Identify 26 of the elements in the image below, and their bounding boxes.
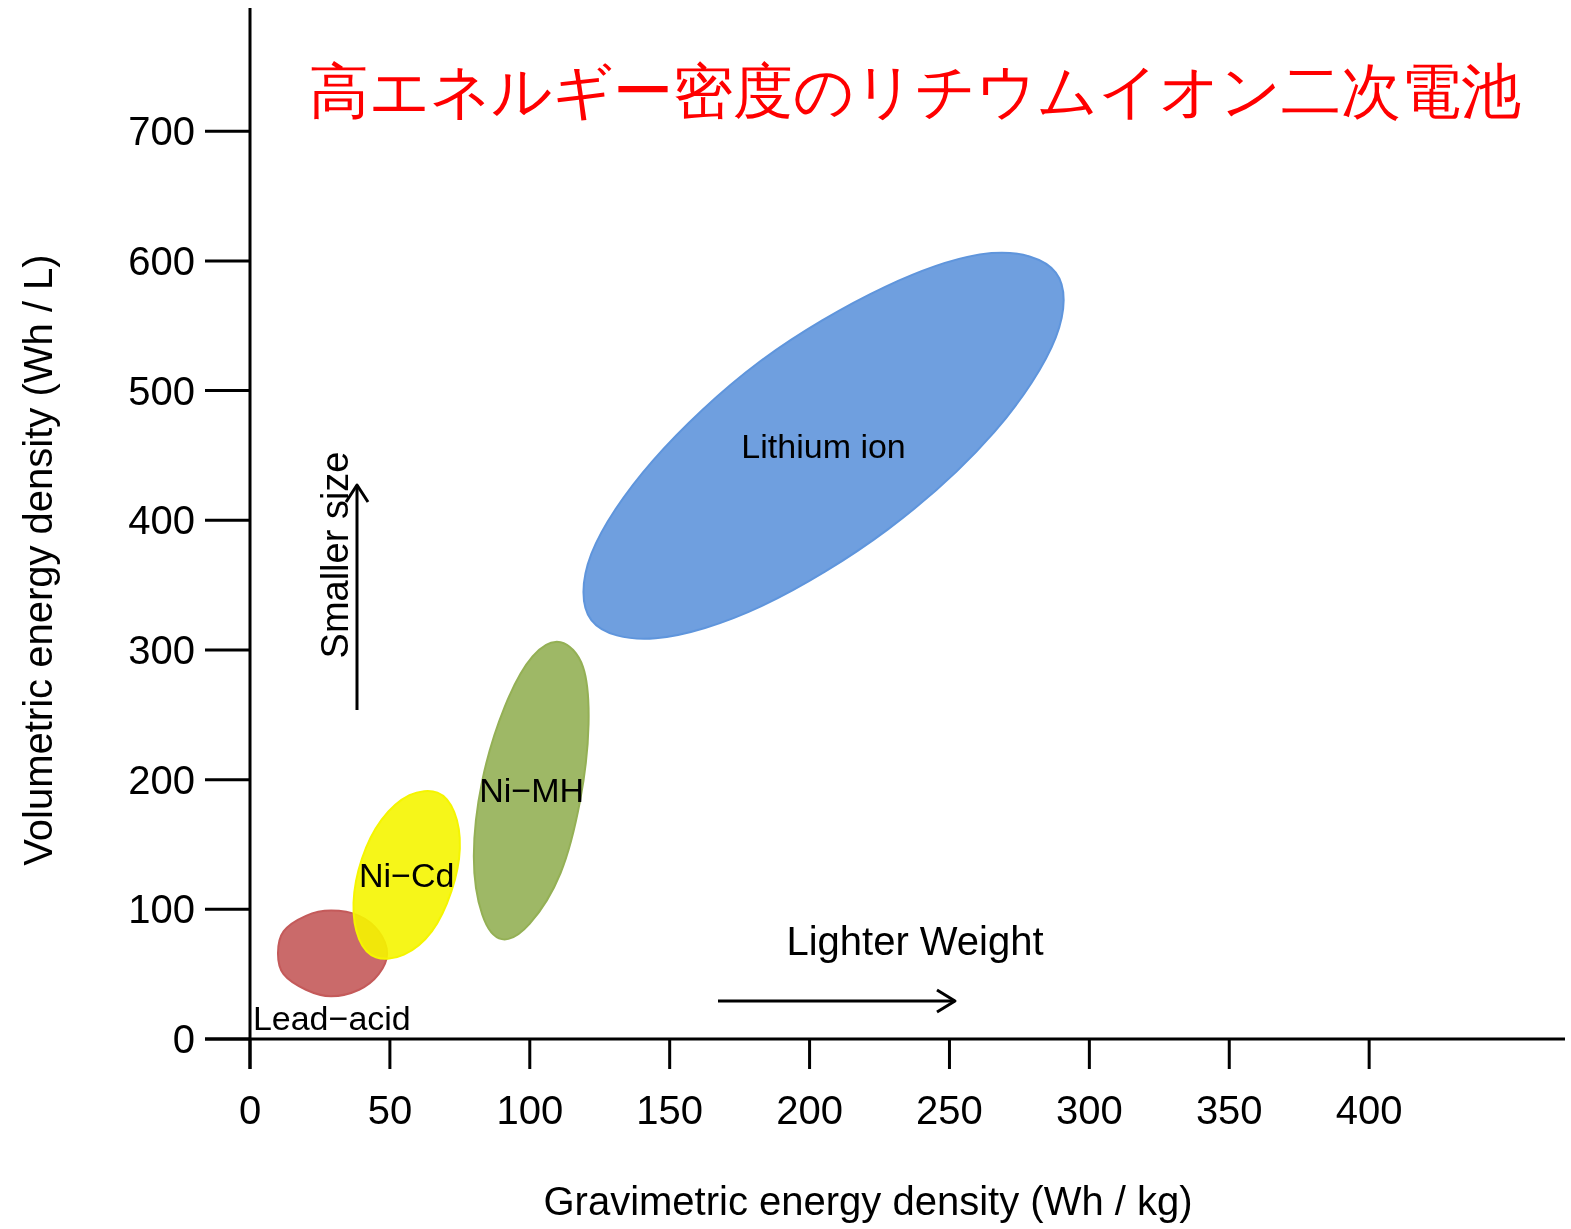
y-tick-label: 200 (128, 757, 195, 802)
x-tick-label: 50 (367, 1088, 413, 1132)
series-label: Ni−MH (479, 771, 585, 810)
y-axis-title: Volumetric energy density (Wh / L) (16, 254, 60, 866)
text: 高エネルギー密度のリチウムイオン二次電池 (309, 58, 1521, 125)
x-tick-label: 350 (1195, 1088, 1263, 1132)
series-label: Lead−acid (252, 999, 411, 1038)
annotation: Lighter Weight (786, 919, 1044, 963)
y-tick-label: 100 (128, 887, 195, 932)
y-tick-label: 600 (128, 238, 195, 283)
x-tick-label: 200 (776, 1088, 843, 1132)
y-tick-label: 500 (128, 368, 195, 413)
x-tick-label: 400 (1335, 1088, 1403, 1132)
y-tick-label: 300 (128, 627, 195, 672)
x-axis-title: Gravimetric energy density (Wh / kg) (543, 1179, 1193, 1223)
annotation: Smaller size (314, 451, 356, 659)
y-tick-label: 700 (128, 109, 195, 154)
x-tick-label: 150 (636, 1088, 704, 1132)
x-tick-label: 250 (916, 1088, 983, 1132)
y-tick-label: 0 (172, 1017, 195, 1061)
x-tick-label: 100 (496, 1088, 564, 1132)
series-label: Ni−Cd (358, 856, 455, 895)
x-tick-label: 300 (1055, 1088, 1123, 1132)
series-label: Lithium ion (741, 427, 906, 466)
y-tick-label: 400 (128, 498, 195, 543)
x-tick-label: 0 (238, 1088, 262, 1132)
